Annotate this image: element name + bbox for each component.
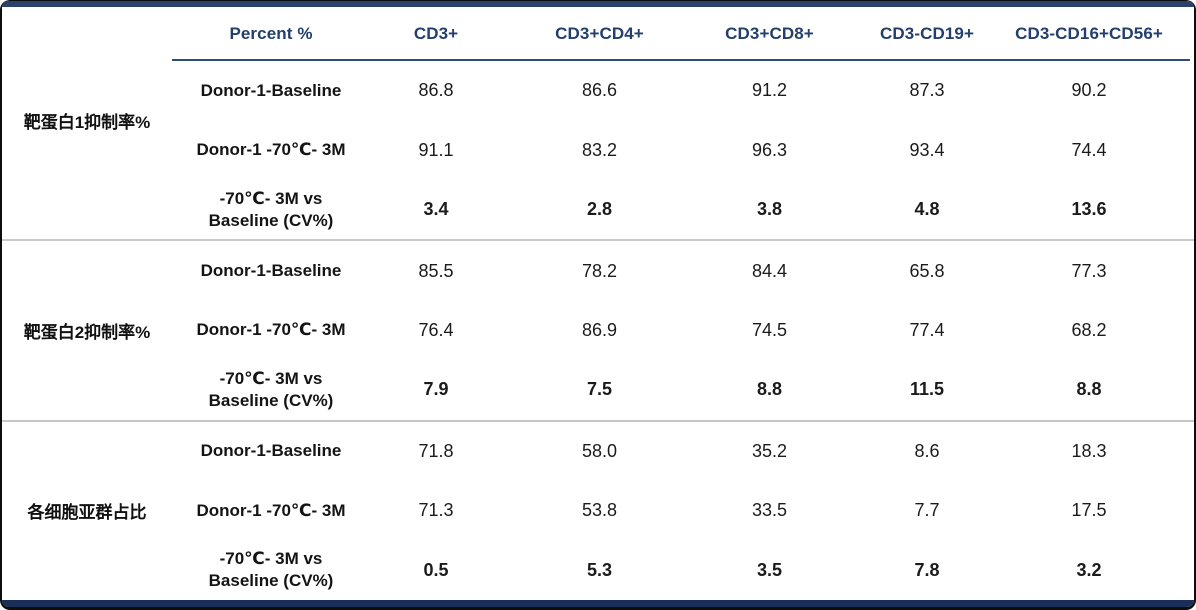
- row-label-line2: Baseline (CV%): [208, 210, 334, 230]
- group-label: 靶蛋白2抑制率%: [23, 322, 151, 342]
- group-label-cell: 靶蛋白1抑制率%: [2, 61, 172, 239]
- header-cd3-cd19: CD3-CD19+: [880, 24, 974, 43]
- group-label-cell: 靶蛋白2抑制率%: [2, 241, 172, 419]
- table-row: Donor-1 -70℃- 3M 71.3 53.8 33.5 7.7 17.5: [172, 481, 1194, 540]
- row-label: Donor-1 -70℃- 3M: [196, 320, 346, 340]
- group-label-cell: 各细胞亚群占比: [2, 422, 172, 600]
- value-cell: 91.1: [418, 139, 454, 160]
- value-cell: 90.2: [1071, 80, 1107, 101]
- value-cell: 5.3: [586, 559, 613, 580]
- value-cell: 86.8: [418, 80, 454, 101]
- table-row: Donor-1 -70℃- 3M 91.1 83.2 96.3 93.4 74.…: [172, 120, 1194, 179]
- row-label: Donor-1 -70℃- 3M: [196, 500, 346, 520]
- header-underline: [172, 59, 1190, 61]
- row-label-line2: Baseline (CV%): [208, 571, 334, 591]
- value-cell: 84.4: [751, 260, 788, 281]
- row-label: -70℃- 3M vs Baseline (CV%): [172, 188, 370, 232]
- value-cell: 7.7: [914, 500, 940, 521]
- value-cell: 3.8: [756, 199, 783, 220]
- value-cell: 78.2: [581, 260, 618, 281]
- header-percent: Percent %: [229, 24, 313, 43]
- value-cell: 3.2: [1076, 559, 1102, 580]
- table-row: Donor-1-Baseline 85.5 78.2 84.4 65.8 77.…: [172, 241, 1194, 300]
- value-cell: 0.5: [423, 559, 449, 580]
- value-cell: 87.3: [909, 80, 945, 101]
- value-cell: 8.8: [1076, 379, 1102, 400]
- row-label: Donor-1-Baseline: [200, 261, 342, 280]
- row-label-line1: -70℃- 3M vs: [219, 188, 323, 208]
- row-label-line2: Baseline (CV%): [208, 390, 334, 410]
- value-cell: 85.5: [418, 260, 454, 281]
- group-label: 各细胞亚群占比: [27, 503, 147, 523]
- value-cell: 4.8: [914, 199, 940, 220]
- value-cell: 7.8: [914, 559, 940, 580]
- value-cell: 65.8: [909, 260, 945, 281]
- stability-data-table: Percent % CD3+ CD3+CD4+ CD3+CD8+ CD3-CD1…: [2, 7, 1194, 600]
- row-label: Donor-1 -70℃- 3M: [196, 140, 346, 160]
- value-cell: 8.6: [914, 440, 940, 461]
- value-cell: 53.8: [581, 500, 618, 521]
- header-cd3-cd8: CD3+CD8+: [725, 24, 814, 43]
- value-cell: 11.5: [909, 379, 945, 400]
- top-accent-bar: [2, 1, 1194, 7]
- value-cell: 35.2: [751, 440, 788, 461]
- row-group-target1: 靶蛋白1抑制率% Donor-1-Baseline 86.8 86.6 91.2…: [2, 61, 1194, 242]
- header-cd3: CD3+: [413, 24, 459, 43]
- value-cell: 18.3: [1071, 440, 1107, 461]
- value-cell: 74.4: [1071, 139, 1107, 160]
- value-cell: 7.9: [423, 379, 449, 400]
- group-rows: Donor-1-Baseline 85.5 78.2 84.4 65.8 77.…: [172, 241, 1194, 419]
- value-cell: 91.2: [751, 80, 788, 101]
- row-label: Donor-1-Baseline: [200, 80, 342, 100]
- value-cell: 58.0: [581, 440, 618, 461]
- group-rows: Donor-1-Baseline 86.8 86.6 91.2 87.3 90.…: [172, 61, 1194, 239]
- value-cell: 3.4: [423, 199, 449, 220]
- group-rows: Donor-1-Baseline 71.8 58.0 35.2 8.6 18.3…: [172, 422, 1194, 600]
- value-cell: 71.8: [418, 440, 454, 461]
- row-label: -70℃- 3M vs Baseline (CV%): [172, 368, 370, 412]
- value-cell: 74.5: [751, 319, 788, 340]
- value-cell: 83.2: [581, 139, 618, 160]
- row-label-line1: -70℃- 3M vs: [219, 368, 323, 388]
- group-label: 靶蛋白1抑制率%: [23, 112, 151, 132]
- value-cell: 17.5: [1071, 500, 1107, 521]
- value-cell: 33.5: [751, 500, 788, 521]
- value-cell: 96.3: [751, 139, 788, 160]
- header-cd3-cd16-cd56: CD3-CD16+CD56+: [1015, 24, 1163, 43]
- bottom-accent-bar: [2, 600, 1194, 607]
- row-label-line1: -70℃- 3M vs: [219, 549, 323, 569]
- value-cell: 13.6: [1071, 199, 1107, 220]
- header-cd3-cd4: CD3+CD4+: [555, 24, 644, 43]
- value-cell: 7.5: [586, 379, 613, 400]
- table-row: Donor-1-Baseline 86.8 86.6 91.2 87.3 90.…: [172, 61, 1194, 120]
- value-cell: 3.5: [756, 559, 783, 580]
- value-cell: 86.9: [581, 319, 618, 340]
- table-row-cv: -70℃- 3M vs Baseline (CV%) 7.9 7.5 8.8 1…: [172, 360, 1194, 419]
- table-row: Donor-1-Baseline 71.8 58.0 35.2 8.6 18.3: [172, 422, 1194, 481]
- value-cell: 8.8: [756, 379, 783, 400]
- table-row-cv: -70℃- 3M vs Baseline (CV%) 3.4 2.8 3.8 4…: [172, 180, 1194, 239]
- row-label: Donor-1-Baseline: [200, 441, 342, 461]
- table-row: Donor-1 -70℃- 3M 76.4 86.9 74.5 77.4 68.…: [172, 301, 1194, 360]
- value-cell: 76.4: [418, 319, 454, 340]
- value-cell: 77.4: [909, 319, 945, 340]
- value-cell: 77.3: [1071, 260, 1107, 281]
- row-label: -70℃- 3M vs Baseline (CV%): [172, 548, 370, 592]
- row-group-target2: 靶蛋白2抑制率% Donor-1-Baseline 85.5 78.2 84.4…: [2, 241, 1194, 422]
- value-cell: 86.6: [581, 80, 618, 101]
- value-cell: 71.3: [418, 500, 454, 521]
- value-cell: 93.4: [909, 139, 945, 160]
- row-group-subsets: 各细胞亚群占比 Donor-1-Baseline 71.8 58.0 35.2 …: [2, 422, 1194, 600]
- table-row-cv: -70℃- 3M vs Baseline (CV%) 0.5 5.3 3.5 7…: [172, 541, 1194, 600]
- value-cell: 68.2: [1071, 319, 1107, 340]
- value-cell: 2.8: [586, 199, 613, 220]
- table-header-row: Percent % CD3+ CD3+CD4+ CD3+CD8+ CD3-CD1…: [2, 7, 1194, 61]
